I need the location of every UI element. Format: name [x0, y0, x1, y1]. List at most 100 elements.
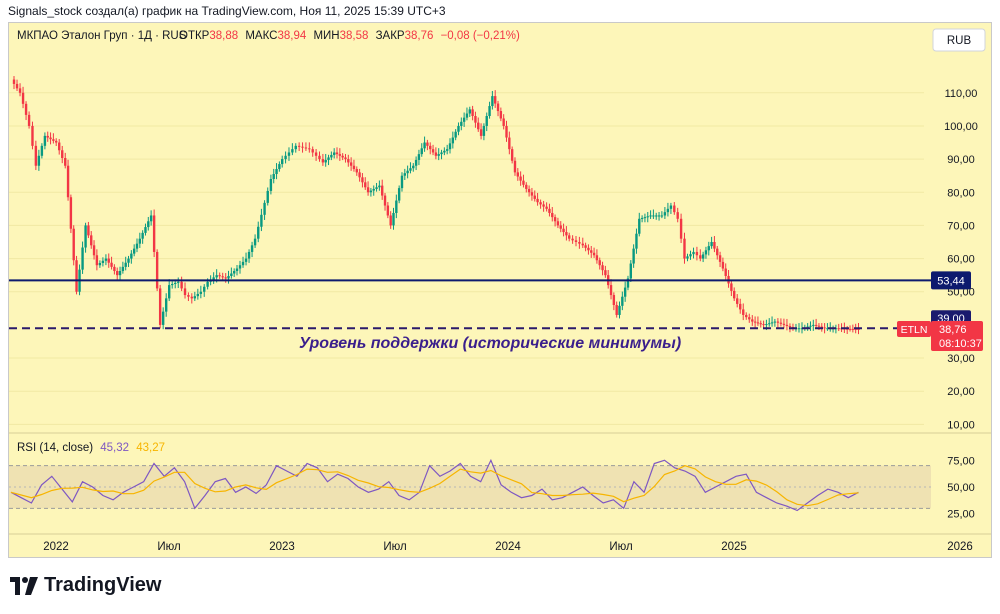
candle-body — [241, 261, 245, 266]
candle-body — [559, 225, 562, 229]
candle-body — [718, 255, 722, 262]
candle-body — [81, 247, 84, 270]
candle-body — [324, 159, 327, 163]
candle-body — [75, 260, 78, 292]
price-tick-label: 10,00 — [947, 419, 975, 431]
candle-body — [121, 266, 125, 272]
candle-body — [443, 150, 446, 153]
candle-body — [171, 284, 174, 286]
candle-body — [69, 197, 73, 229]
tradingview-logo[interactable]: TradingView — [10, 574, 161, 597]
ticker-badge — [897, 321, 931, 338]
candle-body — [454, 131, 457, 138]
candle-body — [502, 118, 505, 126]
candle-body — [132, 248, 136, 254]
candle-body — [203, 286, 206, 292]
candle-body — [257, 226, 260, 239]
candle-body — [809, 325, 812, 327]
candle-body — [733, 290, 736, 299]
candle-body — [206, 281, 209, 287]
candle-body — [451, 137, 455, 144]
candle-body — [440, 152, 443, 155]
currency-button[interactable] — [932, 28, 986, 52]
candle-body — [765, 324, 768, 326]
time-tick-label: 2022 — [43, 541, 69, 553]
rsi-line — [10, 458, 859, 512]
price-tick-label: 70,00 — [947, 220, 975, 232]
candle-body — [525, 184, 528, 189]
candle-body — [748, 317, 751, 320]
candle-body — [372, 188, 375, 191]
candle-body — [291, 149, 294, 153]
candle-body — [448, 143, 452, 150]
candle-body — [392, 212, 395, 226]
candle-body — [584, 245, 587, 248]
price-tick-label: 20,00 — [947, 386, 975, 398]
candle-body — [756, 322, 760, 324]
candle-body — [253, 238, 257, 246]
candle-body — [612, 295, 616, 305]
candle-body — [304, 147, 308, 149]
candle-body — [235, 268, 239, 272]
candle-body — [434, 152, 438, 156]
candle-body — [364, 182, 367, 188]
candle-body — [287, 152, 291, 156]
candle-body — [462, 117, 466, 122]
candle-body — [43, 135, 47, 146]
candle-body — [574, 240, 578, 242]
price-tick-label: 60,00 — [947, 254, 975, 266]
rsi-tick-label: 25,00 — [947, 509, 975, 521]
candle-body — [12, 79, 16, 84]
candle-body — [533, 195, 536, 199]
candle-body — [499, 111, 503, 119]
chart-frame[interactable]: МКПАО Эталон Груп · 1Д · RUS ОТКР38,88 М… — [8, 22, 992, 558]
candle-body — [676, 212, 679, 219]
resistance-price-badge — [931, 271, 971, 290]
candle-body — [851, 328, 855, 330]
candle-body — [358, 172, 361, 178]
candle-body — [460, 121, 463, 126]
candle-body — [52, 139, 55, 141]
candle-body — [199, 291, 203, 294]
candle-body — [423, 142, 426, 149]
candle-body — [420, 148, 423, 155]
candle-body — [508, 137, 511, 150]
candle-body — [536, 198, 539, 203]
candle-body — [753, 321, 757, 323]
candle-body — [412, 165, 415, 169]
candle-body — [55, 140, 58, 143]
candle-body — [301, 146, 304, 148]
candle-body — [565, 232, 568, 236]
candle-body — [701, 254, 705, 259]
candle-body — [247, 251, 251, 259]
candle-body — [338, 154, 342, 156]
candle-body — [155, 251, 159, 289]
candle-body — [474, 116, 477, 123]
candle-body — [266, 190, 269, 203]
candle-body — [130, 253, 133, 259]
candle-body — [383, 195, 387, 206]
rsi-tick-label: 75,00 — [947, 455, 975, 467]
candle-body — [403, 173, 407, 176]
candle-body — [227, 275, 230, 279]
candle-body — [21, 92, 25, 104]
price-chart[interactable]: МКПАО Эталон Груп · 1Д · RUS ОТКР38,88 М… — [9, 23, 991, 557]
candle-body — [568, 235, 571, 239]
candle-body — [135, 243, 139, 249]
candle-body — [739, 303, 742, 310]
ticker-label: ETLN — [901, 324, 928, 336]
price-tick-label: 90,00 — [947, 154, 975, 166]
candle-body — [724, 268, 727, 276]
candle-body — [395, 200, 398, 213]
candle-body — [389, 215, 392, 226]
candle-body — [409, 168, 412, 171]
support-level-text: Уровень поддержки (исторические минимумы… — [299, 335, 681, 352]
candle-body — [190, 296, 193, 299]
candle-body — [187, 295, 190, 297]
candle-body — [837, 328, 840, 330]
candle-body — [768, 323, 771, 325]
candle-body — [736, 298, 739, 304]
candle-body — [49, 137, 52, 140]
candle-body — [193, 296, 197, 299]
candle-body — [66, 165, 70, 198]
